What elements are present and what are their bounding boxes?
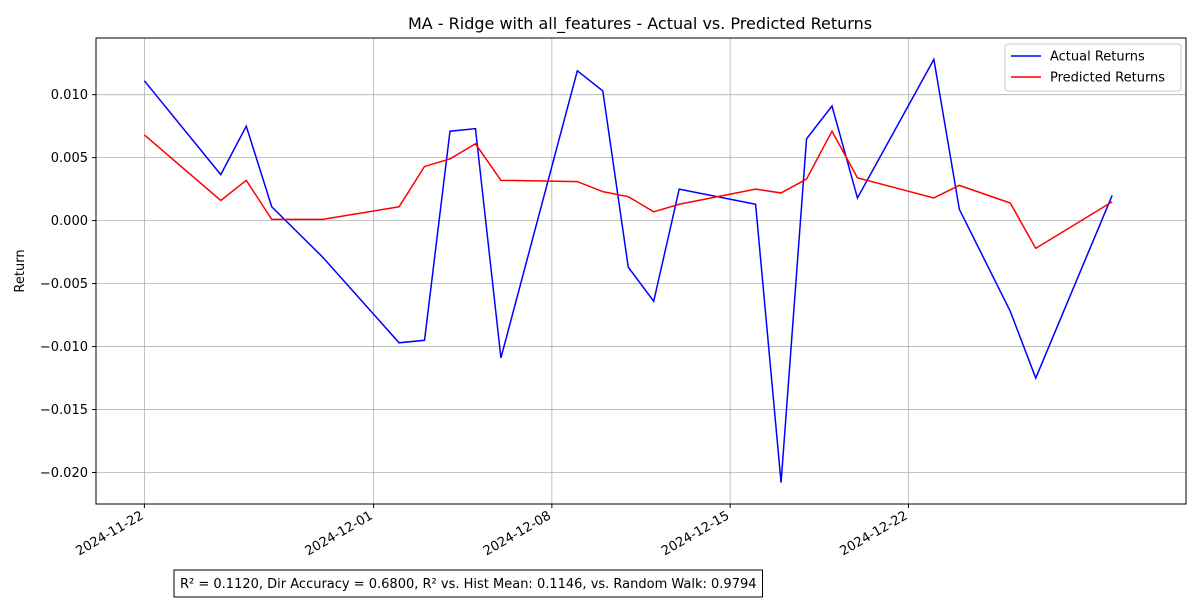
- y-tick-label: 0.005: [51, 151, 88, 166]
- legend-label: Predicted Returns: [1050, 71, 1165, 86]
- x-tick-label: 2024-12-15: [659, 508, 732, 559]
- series-line: [143, 129, 1113, 250]
- y-tick-label: 0.000: [51, 214, 88, 229]
- annotation: R² = 0.1120, Dir Accuracy = 0.6800, R² v…: [180, 577, 757, 592]
- x-tick-label: 2024-12-22: [837, 508, 910, 559]
- y-tick-label: −0.005: [40, 277, 88, 292]
- y-tick-label: −0.020: [40, 466, 88, 481]
- x-tick-label: 2024-12-01: [303, 508, 376, 559]
- y-axis-label: Return: [13, 249, 28, 292]
- chart-title: MA - Ridge with all_features - Actual vs…: [408, 14, 872, 34]
- x-tick-label: 2024-11-22: [73, 508, 146, 559]
- y-tick-label: 0.010: [51, 88, 88, 103]
- legend-label: Actual Returns: [1050, 50, 1145, 65]
- y-tick-label: −0.010: [40, 340, 88, 355]
- y-tick-label: −0.015: [40, 403, 88, 418]
- annotation-box: [173, 569, 764, 598]
- legend-box: [1004, 43, 1182, 92]
- plot-frame: [95, 37, 1187, 505]
- x-tick-label: 2024-12-08: [481, 508, 554, 559]
- series-line: [143, 57, 1113, 483]
